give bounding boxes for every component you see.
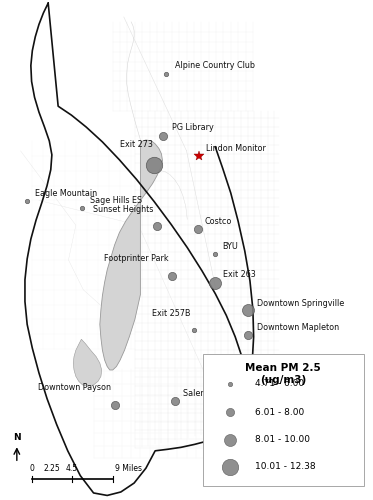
Text: Exit 273: Exit 273 [120,140,153,149]
Text: Costco: Costco [205,216,232,226]
Text: 6.01 - 8.00: 6.01 - 8.00 [255,408,304,416]
Point [160,132,166,140]
Point [212,250,218,258]
Point [79,204,85,212]
Text: 8.01 - 10.00: 8.01 - 10.00 [255,436,310,444]
Point [112,400,117,408]
Text: N: N [13,434,21,442]
Text: Downtown Springville: Downtown Springville [257,298,344,308]
Point [172,397,178,405]
Point [245,306,251,314]
Point [195,224,201,232]
Point [24,198,30,205]
Text: Sunset Heights: Sunset Heights [93,205,153,214]
Point [191,326,197,334]
Bar [203,354,364,486]
Point [227,380,233,388]
Text: 4.71 - 6.00: 4.71 - 6.00 [255,380,304,388]
Point [154,222,160,230]
Text: Downtown Mapleton: Downtown Mapleton [257,324,339,332]
Text: Downtown Payson: Downtown Payson [38,384,111,392]
Text: BYU: BYU [223,242,238,251]
Text: Sage Hills ES: Sage Hills ES [90,196,142,205]
Polygon shape [73,339,102,386]
Point [212,279,218,287]
Point [245,332,251,340]
Text: Footprinter Park: Footprinter Park [104,254,169,264]
Text: 10.01 - 12.38: 10.01 - 12.38 [255,462,315,471]
Point [169,272,175,280]
Point [163,70,169,78]
Polygon shape [100,140,163,370]
Text: Alpine Country Club: Alpine Country Club [175,61,256,70]
Text: Lindon Monitor: Lindon Monitor [206,144,266,153]
Text: PG Library: PG Library [172,123,213,132]
Text: Eagle Mountain: Eagle Mountain [35,190,97,198]
Text: 4.5: 4.5 [66,464,78,473]
Text: Exit 263: Exit 263 [223,270,256,280]
Text: 0: 0 [29,464,34,473]
Text: Mean PM 2.5
(ug/m3): Mean PM 2.5 (ug/m3) [245,363,321,384]
Text: 2.25: 2.25 [44,464,60,473]
Point [227,408,233,416]
Text: Salem Hills HS: Salem Hills HS [183,390,241,398]
Point [227,462,233,470]
Text: 9 Miles: 9 Miles [115,464,142,473]
Point [227,436,233,444]
Point [151,160,157,168]
Text: Exit 257B: Exit 257B [152,309,190,318]
